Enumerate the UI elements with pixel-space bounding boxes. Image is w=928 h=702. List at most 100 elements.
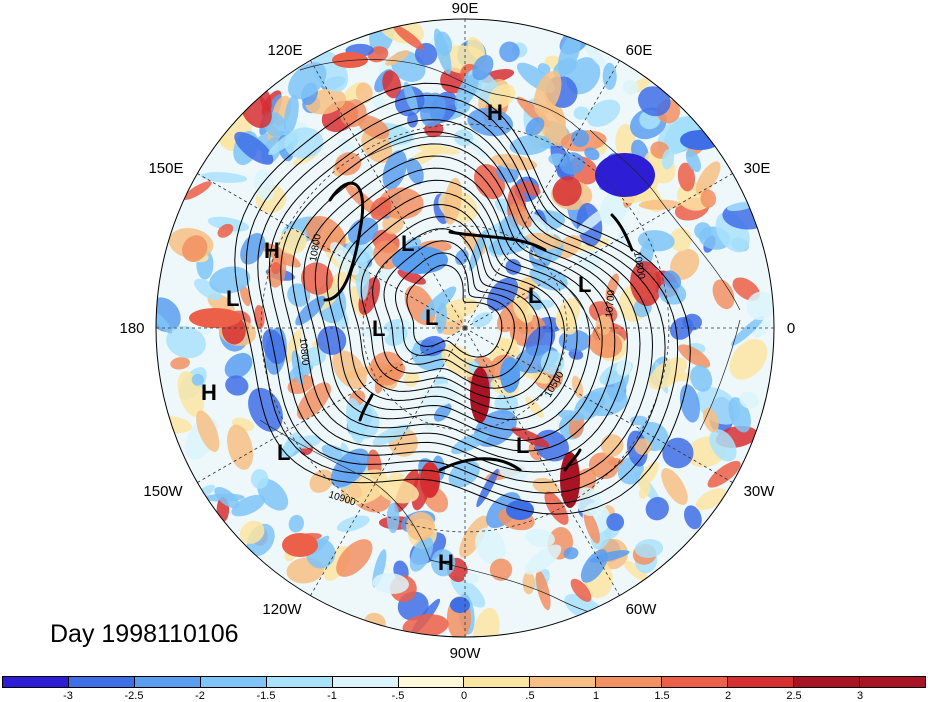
anomaly-patch [317, 325, 347, 355]
coastline [699, 319, 741, 431]
anomaly-patch [574, 392, 605, 421]
anomaly-patch [525, 117, 545, 137]
anomaly-patch [661, 468, 688, 505]
anomaly-patch [472, 54, 494, 81]
colorbar-swatch [662, 677, 729, 687]
anomaly-patch [191, 373, 204, 386]
geopotential-contour [394, 252, 515, 368]
anomaly-patch [570, 578, 592, 602]
anomaly-patch [278, 229, 307, 255]
lon-label-30e: 30E [744, 160, 771, 177]
anomaly-patch [557, 31, 581, 76]
longitude-labels: 90E 60E 30E 0 30W 60W 90W 120W 150W 180 … [119, 0, 795, 662]
anomaly-patch [709, 429, 737, 462]
anomaly-patch [630, 261, 662, 307]
anomaly-patch [468, 229, 487, 272]
anomaly-patch [248, 387, 283, 432]
anomaly-patch [588, 329, 623, 358]
anomaly-patch [227, 424, 254, 470]
anomaly-patch [637, 86, 671, 117]
anomaly-patch [615, 123, 636, 159]
anomaly-patch [392, 246, 448, 274]
anomaly-patch [386, 502, 400, 534]
lon-label-120w: 120W [262, 601, 302, 618]
anomaly-patch [648, 357, 688, 390]
anomaly-patch [271, 261, 281, 275]
colorbar-tick-label: -1.5 [256, 690, 276, 702]
anomaly-patch [525, 528, 555, 548]
anomaly-patch [346, 397, 366, 444]
high-pressure-marker: H [201, 380, 217, 405]
anomaly-patch [511, 427, 550, 448]
anomaly-patch [239, 284, 251, 307]
colorbar-tick-labels: -3 -2.5 -2 -1.5 -1 -.5 0 .5 1 1.5 2 2.5 3 [2, 690, 926, 702]
anomaly-patch [420, 92, 446, 127]
anomaly-patch [209, 266, 251, 294]
anomaly-patch [534, 429, 570, 462]
low-pressure-marker: L [528, 283, 541, 308]
colorbar-swatch [134, 677, 201, 687]
high-pressure-marker: H [264, 238, 280, 263]
anomaly-patch [579, 38, 610, 72]
anomaly-patch [282, 432, 300, 460]
anomaly-patch [663, 270, 682, 289]
anomaly-patch [336, 515, 370, 532]
anomaly-patch [571, 129, 590, 148]
anomaly-patch [288, 514, 304, 533]
anomaly-patch [224, 352, 253, 379]
anomaly-patch [409, 536, 434, 572]
lon-label-30w: 30W [744, 483, 776, 500]
anomaly-patch [595, 153, 655, 197]
anomaly-patch [287, 374, 314, 395]
anomaly-patch [500, 357, 520, 393]
high-pressure-marker: H [487, 100, 503, 125]
contour-label: 10700 [604, 289, 617, 318]
colorbar-swatch [266, 677, 333, 687]
low-pressure-marker: L [425, 305, 438, 330]
geopotential-contour [257, 107, 666, 494]
anomaly-patch [393, 25, 424, 50]
lon-label-90e: 90E [452, 0, 479, 17]
colorbar-tick-label: -.5 [391, 690, 405, 702]
geopotential-contour [337, 191, 578, 421]
anomaly-patch [459, 515, 489, 558]
anomaly-patch [533, 70, 562, 117]
anomaly-patch [196, 410, 220, 452]
anomaly-patch [156, 297, 181, 333]
high-pressure-marker: H [438, 550, 454, 575]
anomaly-patch [586, 99, 621, 127]
anomaly-patch [678, 344, 711, 368]
anomaly-patch [556, 234, 582, 259]
anomaly-patch [506, 500, 534, 520]
anomaly-patch [544, 491, 569, 525]
anomaly-patch [746, 291, 774, 321]
anomaly-patch [357, 115, 390, 140]
colorbar-swatch [3, 677, 69, 687]
lon-label-150w: 150W [143, 483, 183, 500]
geopotential-contour [314, 167, 603, 442]
anomaly-patch [560, 452, 580, 508]
polar-map: 10800 10800 10800 10500 10700 10900 H L … [119, 0, 795, 662]
geopotential-contour [291, 143, 628, 463]
anomaly-patch [253, 169, 275, 201]
colorbar [2, 676, 926, 688]
anomaly-patch [669, 228, 692, 252]
coastline [559, 279, 601, 341]
anomaly-patch [680, 130, 720, 150]
lon-label-60w: 60W [626, 601, 658, 618]
anomaly-patch [451, 431, 490, 454]
low-pressure-marker: L [516, 433, 529, 458]
coastline [359, 135, 471, 161]
anomaly-patch [182, 235, 208, 262]
anomaly-patch [700, 189, 717, 208]
colorbar-tick-label: 1 [592, 690, 600, 702]
geopotential-contour [372, 228, 540, 389]
contour-label: 10800 [297, 337, 310, 366]
anomaly-patch [433, 28, 452, 75]
anomaly-patch [284, 329, 302, 365]
anomaly-patch [622, 79, 639, 95]
anomaly-patch [296, 382, 331, 420]
anomaly-patch [707, 460, 741, 488]
contour-label: 10800 [308, 233, 324, 263]
anomaly-patch [600, 434, 624, 457]
